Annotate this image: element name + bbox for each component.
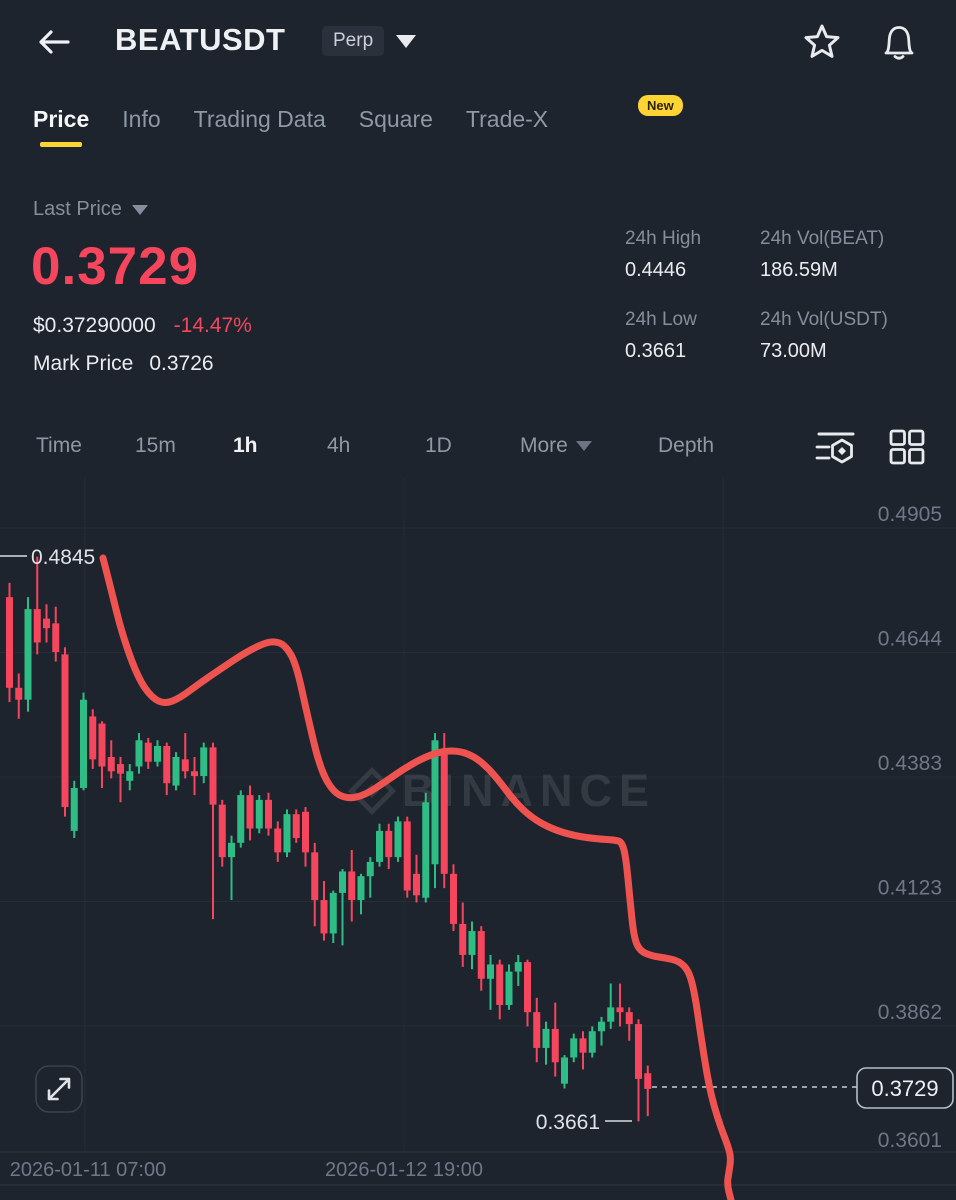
expand-chart-button[interactable]	[35, 1065, 83, 1113]
interval-1d[interactable]: 1D	[425, 434, 452, 457]
interval-15m[interactable]: 15m	[135, 434, 176, 457]
ma-overlay-line	[99, 554, 735, 1200]
interval-1h[interactable]: 1h	[233, 434, 258, 457]
tab-square[interactable]: Square	[358, 106, 433, 132]
tab-price[interactable]: Price	[33, 106, 89, 147]
tab-info[interactable]: Info	[122, 106, 161, 132]
interval-4h[interactable]: 4h	[327, 434, 351, 457]
interval-time[interactable]: Time	[36, 434, 82, 457]
last-price-caret-icon	[131, 204, 148, 215]
stat-value: 0.3661	[625, 340, 687, 362]
back-arrow-icon[interactable]	[34, 24, 74, 60]
last-price-selector[interactable]: Last Price	[33, 198, 148, 221]
stat-24h-vol-beat-: 24h Vol(BEAT) 186.59M	[760, 228, 956, 282]
top-tabs: Price Info Trading Data Square Trade-X	[33, 106, 548, 147]
notifications-bell-icon[interactable]	[879, 22, 919, 62]
mark-price-label: Mark Price	[33, 352, 134, 375]
mark-price-row: Mark Price 0.3726	[33, 352, 214, 376]
fiat-price: $0.37290000	[33, 314, 156, 337]
fiat-price-row: $0.37290000 -14.47%	[33, 314, 252, 338]
interval-more[interactable]: More	[520, 434, 592, 458]
stat-label: 24h Low	[625, 309, 697, 330]
tab-trading-data[interactable]: Trading Data	[193, 106, 326, 132]
stat-24h-high: 24h High 0.4446	[625, 228, 760, 282]
stat-24h-low: 24h Low 0.3661	[625, 309, 760, 363]
y-axis-label: 0.4383	[878, 752, 942, 775]
svg-text:0.3729: 0.3729	[871, 1076, 938, 1101]
indicators-icon[interactable]	[812, 424, 858, 470]
symbol-title[interactable]: BEATUSDT	[115, 22, 286, 57]
stat-value: 73.00M	[760, 340, 827, 362]
more-caret-icon	[575, 441, 592, 452]
last-price-label: Last Price	[33, 198, 122, 220]
header-bar: BEATUSDT Perp	[0, 0, 956, 84]
interval-toolbar: More Depth Time 15m 1h 4h 1D	[0, 429, 956, 470]
24h-stats: 24h High 0.4446 24h Vol(BEAT) 186.59M 24h Lo…	[625, 228, 956, 363]
y-axis-label: 0.4123	[878, 877, 942, 900]
high-price-marker: 0.4845	[31, 546, 95, 569]
current-price-box: 0.3729	[856, 1067, 954, 1109]
price-change-percent: -14.47%	[173, 314, 252, 337]
stat-24h-vol-usdt-: 24h Vol(USDT) 73.00M	[760, 309, 956, 363]
stat-value: 186.59M	[760, 259, 838, 281]
symbol-dropdown-caret-icon[interactable]	[396, 35, 416, 48]
stat-value: 0.4446	[625, 259, 687, 281]
last-price-value: 0.3729	[31, 237, 200, 296]
favorite-star-icon[interactable]	[802, 22, 842, 62]
candlestick-chart[interactable]: BINANCE 0.4845 0.3661 0.4905 0.4644 0.4383 0.4…	[0, 478, 956, 1200]
candles	[6, 556, 652, 1122]
svg-text:BINANCE: BINANCE	[402, 765, 656, 816]
stat-label: 24h Vol(BEAT)	[760, 228, 885, 249]
new-badge: New	[638, 95, 683, 116]
low-price-marker: 0.3661	[536, 1111, 600, 1134]
layout-grid-icon[interactable]	[884, 424, 930, 470]
y-axis-label: 0.4644	[878, 628, 943, 651]
stat-label: 24h Vol(USDT)	[760, 309, 888, 330]
tab-trade-x[interactable]: Trade-X	[465, 106, 549, 132]
mark-price-value: 0.3726	[149, 352, 214, 375]
tab-depth[interactable]: Depth	[658, 434, 715, 457]
y-axis-label: 0.4905	[878, 503, 942, 526]
perp-badge: Perp	[322, 26, 385, 56]
x-axis-label: 2026-01-12 19:00	[325, 1159, 483, 1181]
y-axis-label: 0.3862	[878, 1001, 942, 1024]
stat-label: 24h High	[625, 228, 702, 249]
x-axis-label: 2026-01-11 07:00	[10, 1159, 166, 1181]
y-axis-label: 0.3601	[878, 1129, 942, 1152]
